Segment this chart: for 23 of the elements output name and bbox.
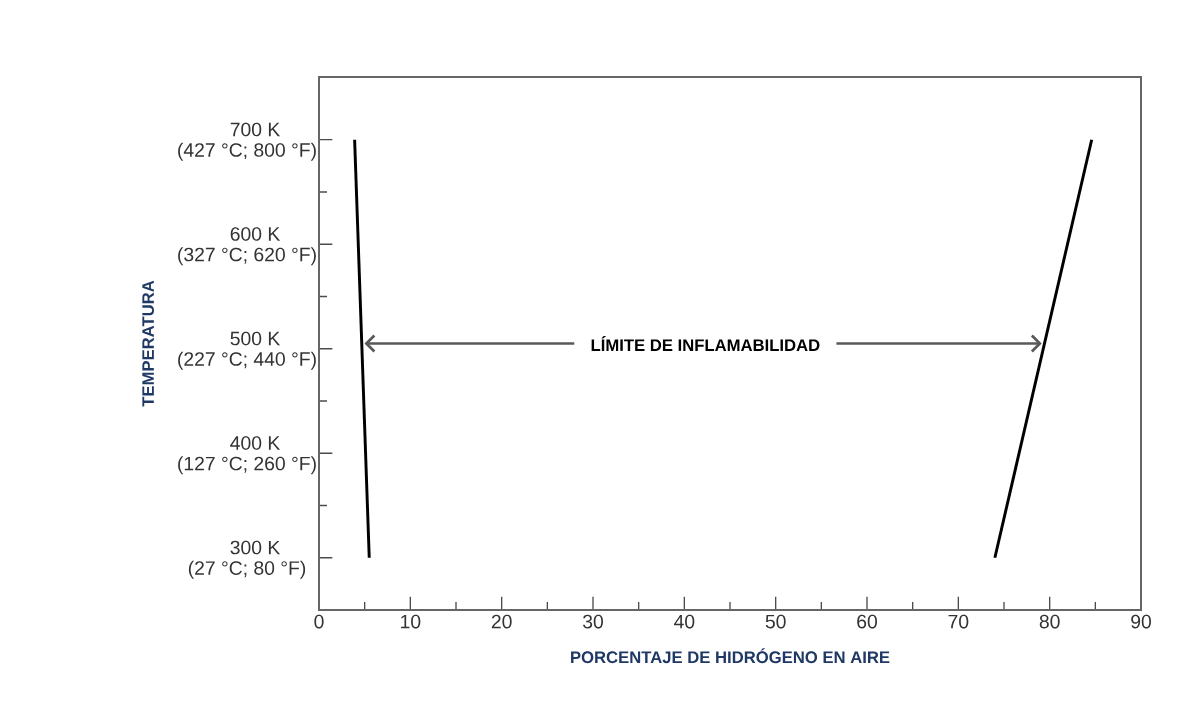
text: (227 °C; 440 °F) <box>178 351 316 370</box>
y-tick-label: 700 K <box>230 122 281 137</box>
x-tick-label: 60 <box>857 614 877 629</box>
y-tick-label: 400 K <box>230 436 281 450</box>
text: (427 °C; 800 °F) <box>178 142 316 161</box>
y-tick-label: 500 K <box>230 331 281 346</box>
y-axis-title: TEMPERATURA <box>142 280 154 407</box>
text: (327 °C; 620 °F) <box>178 247 316 266</box>
x-tick-label: 10 <box>401 614 421 629</box>
x-tick-label: 40 <box>674 614 695 629</box>
text: (27 °C; 80 °F) <box>188 560 306 579</box>
x-tick-label: 0 <box>314 614 324 629</box>
annotation: LÍMITE DE INFLAMABILIDAD <box>591 336 820 351</box>
x-tick-label: 30 <box>582 614 603 629</box>
x-tick-label: 50 <box>765 614 786 629</box>
x-axis-title: PORCENTAJE DE HIDRÓGENO EN AIRE <box>571 648 890 664</box>
x-tick-label: 20 <box>491 614 512 629</box>
y-tick-label: 600 K <box>230 227 281 241</box>
x-tick-label: 80 <box>1039 614 1060 629</box>
x-tick-label: 70 <box>948 614 969 629</box>
y-tick-label: 300 K <box>230 540 281 555</box>
text: (127 °C; 260 °F) <box>178 456 316 475</box>
x-tick-label: 90 <box>1131 614 1151 629</box>
